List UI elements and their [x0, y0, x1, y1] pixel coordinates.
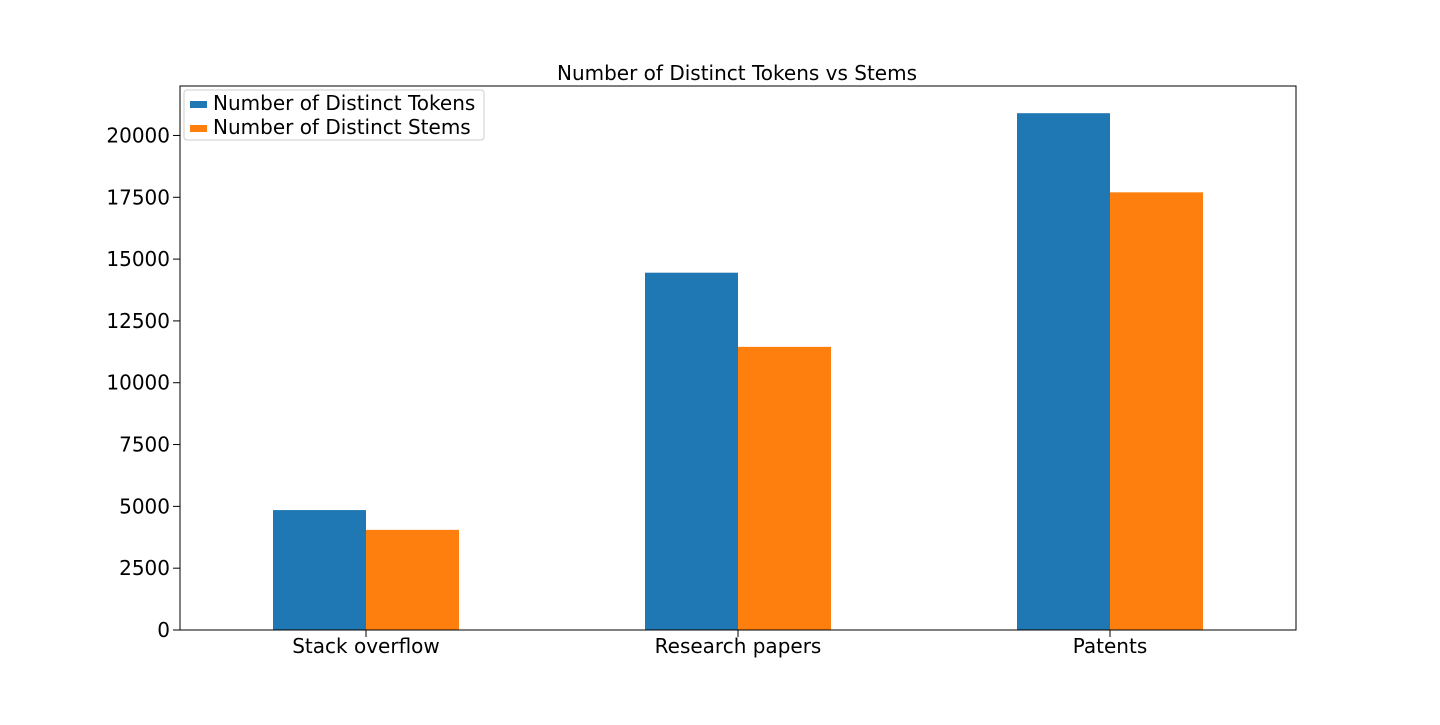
bar-stems-2	[1110, 192, 1203, 630]
x-tick-label: Patents	[1073, 634, 1148, 658]
bar-tokens-0	[273, 510, 366, 630]
x-tick-label: Stack overflow	[292, 634, 440, 658]
x-tick-label: Research papers	[655, 634, 822, 658]
y-tick-label: 12500	[106, 309, 170, 333]
bar-stems-1	[738, 346, 831, 630]
y-tick-label: 20000	[106, 123, 170, 147]
legend-label-1: Number of Distinct Stems	[213, 115, 471, 139]
legend-box	[183, 89, 485, 141]
plot-frame	[179, 85, 1297, 631]
x-axis: Stack overflow Research papers Patents	[292, 630, 1147, 658]
chart-title: Number of Distinct Tokens vs Stems	[557, 61, 917, 85]
y-axis: 0 2500 5000 7500 10000 12500 15000 17500 20000	[106, 123, 180, 642]
y-tick-label: 2500	[119, 556, 170, 580]
legend-label-0: Number of Distinct Tokens	[213, 91, 475, 115]
y-tick-label: 0	[157, 618, 170, 642]
bar-stems-0	[366, 529, 459, 630]
y-tick-label: 10000	[106, 371, 170, 395]
y-tick-label: 5000	[119, 494, 170, 518]
bar-tokens-2	[1017, 113, 1110, 630]
legend-swatch-0	[190, 101, 207, 108]
y-tick-label: 17500	[106, 185, 170, 209]
bars-layer	[273, 113, 1203, 630]
legend-swatch-1	[190, 125, 207, 132]
y-tick-label: 7500	[119, 433, 170, 457]
bar-tokens-1	[645, 272, 738, 630]
y-tick-label: 15000	[106, 247, 170, 271]
